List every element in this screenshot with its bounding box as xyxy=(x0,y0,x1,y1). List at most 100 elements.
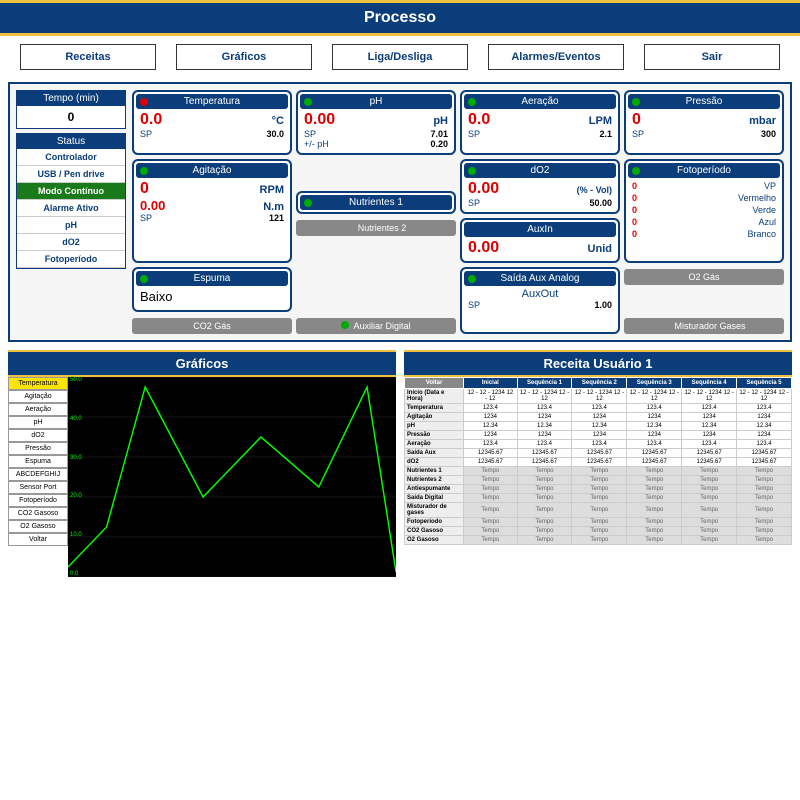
card-agitacao[interactable]: Agitação 0RPM 0.00N.m SP121 xyxy=(132,159,292,263)
legend-item[interactable]: Fotoperíodo xyxy=(8,494,68,507)
legend-item[interactable]: Aeração xyxy=(8,403,68,416)
status-item[interactable]: Fotoperíodo xyxy=(17,251,125,268)
nav-receitas[interactable]: Receitas xyxy=(20,44,156,70)
nav-sair[interactable]: Sair xyxy=(644,44,780,70)
receita-panel: Receita Usuário 1 VoltarInicialSequência… xyxy=(404,350,792,577)
legend-item[interactable]: Espuma xyxy=(8,455,68,468)
card-title: AuxIn xyxy=(527,224,553,235)
card-nutrientes1[interactable]: Nutrientes 1 xyxy=(296,191,456,214)
card-title: Misturador Gases xyxy=(674,321,745,331)
led-icon xyxy=(140,98,148,106)
card-title: Saída Aux Analog xyxy=(501,273,580,284)
value: 0 xyxy=(140,180,149,198)
unit: °C xyxy=(272,115,284,127)
card-fotoperiodo[interactable]: Fotoperíodo 0VP0Vermelho0Verde0Azul0Bran… xyxy=(624,159,784,263)
unit2: N.m xyxy=(263,201,284,213)
back-button[interactable]: Voltar xyxy=(405,378,464,389)
card-title: Fotoperíodo xyxy=(677,165,731,176)
unit: (% - Vol) xyxy=(577,185,612,195)
card-do2[interactable]: dO2 0.00(% - Vol) SP50.00 xyxy=(460,159,620,214)
tempo-label: Tempo (min) xyxy=(17,91,125,106)
tempo-box: Tempo (min) 0 xyxy=(16,90,126,129)
legend-item[interactable]: ABCDEFGHIJ xyxy=(8,468,68,481)
legend-item[interactable]: pH xyxy=(8,416,68,429)
led-icon xyxy=(468,98,476,106)
legend-item[interactable]: dO2 xyxy=(8,429,68,442)
card-title: Nutrientes 2 xyxy=(358,223,407,233)
legend-item[interactable]: Agitação xyxy=(8,390,68,403)
led-icon xyxy=(632,98,640,106)
led-icon xyxy=(140,275,148,283)
receita-title: Receita Usuário 1 xyxy=(404,350,792,377)
status-item[interactable]: Modo Contínuo xyxy=(17,183,125,200)
led-icon xyxy=(632,167,640,175)
card-title: Nutrientes 1 xyxy=(349,197,403,208)
card-espuma[interactable]: Espuma Baixo xyxy=(132,267,292,312)
tempo-value: 0 xyxy=(17,106,125,128)
value: 0.00 xyxy=(468,180,499,198)
cards-grid: Temperatura 0.0°C SP30.0 pH 0.00pH SP7.0… xyxy=(132,90,784,334)
legend-item[interactable]: Sensor Port xyxy=(8,481,68,494)
main-panel: Tempo (min) 0 Status ControladorUSB / Pe… xyxy=(8,82,792,342)
unit: mbar xyxy=(749,115,776,127)
status-item[interactable]: Controlador xyxy=(17,149,125,166)
led-icon xyxy=(140,167,148,175)
sp-value: 1.00 xyxy=(594,300,612,310)
card-auxdigital[interactable]: Auxiliar Digital xyxy=(296,318,456,334)
value: 0.00 xyxy=(468,239,499,257)
nav-row: Receitas Gráficos Liga/Desliga Alarmes/E… xyxy=(0,36,800,78)
status-item[interactable]: pH xyxy=(17,217,125,234)
legend-item[interactable]: Temperatura xyxy=(8,377,68,390)
extra-value: 0.20 xyxy=(430,139,448,149)
legend-item[interactable]: Voltar xyxy=(8,533,68,546)
status-item[interactable]: dO2 xyxy=(17,234,125,251)
legend-item[interactable]: Pressão xyxy=(8,442,68,455)
sp-value: 2.1 xyxy=(599,129,612,139)
sp-value: 50.00 xyxy=(589,198,612,208)
led-icon xyxy=(341,321,349,329)
value2: 0.00 xyxy=(140,198,165,213)
card-co2gas[interactable]: CO2 Gás xyxy=(132,318,292,334)
graficos-title: Gráficos xyxy=(8,350,396,377)
card-saidaaux[interactable]: Saída Aux Analog AuxOut SP1.00 xyxy=(460,267,620,334)
unit: pH xyxy=(433,115,448,127)
nav-liga[interactable]: Liga/Desliga xyxy=(332,44,468,70)
unit: RPM xyxy=(260,184,284,196)
value: 0.0 xyxy=(468,111,490,129)
card-pressao[interactable]: Pressão 0mbar SP300 xyxy=(624,90,784,155)
led-icon xyxy=(662,321,670,329)
value: 0 xyxy=(632,111,641,129)
card-temperatura[interactable]: Temperatura 0.0°C SP30.0 xyxy=(132,90,292,155)
card-nutrientes2[interactable]: Nutrientes 2 xyxy=(296,220,456,236)
legend-item[interactable]: CO2 Gasoso xyxy=(8,507,68,520)
sp-value: 30.0 xyxy=(266,129,284,139)
card-ph[interactable]: pH 0.00pH SP7.01 +/- pH0.20 xyxy=(296,90,456,155)
bottom-row: Gráficos TemperaturaAgitaçãoAeraçãopHdO2… xyxy=(0,346,800,581)
status-box: Status ControladorUSB / Pen driveModo Co… xyxy=(16,133,126,269)
status-item[interactable]: USB / Pen drive xyxy=(17,166,125,183)
nav-alarmes[interactable]: Alarmes/Eventos xyxy=(488,44,624,70)
card-title: Auxiliar Digital xyxy=(353,321,410,331)
card-title: Agitação xyxy=(193,165,232,176)
legend-item[interactable]: O2 Gasoso xyxy=(8,520,68,533)
unit: Unid xyxy=(588,243,612,255)
recipe-table: VoltarInicialSequência 1Sequência 2Sequê… xyxy=(404,377,792,545)
card-aeracao[interactable]: Aeração 0.0LPM SP2.1 xyxy=(460,90,620,155)
value: AuxOut xyxy=(468,288,612,300)
status-label: Status xyxy=(17,134,125,149)
status-item[interactable]: Alarme Ativo xyxy=(17,200,125,217)
card-title: Temperatura xyxy=(184,96,240,107)
card-auxin[interactable]: AuxIn 0.00 Unid xyxy=(460,218,620,263)
nav-graficos[interactable]: Gráficos xyxy=(176,44,312,70)
graph-legend: TemperaturaAgitaçãoAeraçãopHdO2PressãoEs… xyxy=(8,377,68,577)
card-o2gas[interactable]: O2 Gás xyxy=(624,269,784,285)
sp-value: 7.01 xyxy=(430,129,448,139)
sp-value: 121 xyxy=(269,213,284,223)
card-misturador[interactable]: Misturador Gases xyxy=(624,318,784,334)
chart: 50.040.030.020.010.00.0 xyxy=(68,377,396,577)
led-icon xyxy=(346,223,354,231)
graficos-panel: Gráficos TemperaturaAgitaçãoAeraçãopHdO2… xyxy=(8,350,396,577)
led-icon xyxy=(468,275,476,283)
sp-value: 300 xyxy=(761,129,776,139)
card-title: Pressão xyxy=(686,96,723,107)
